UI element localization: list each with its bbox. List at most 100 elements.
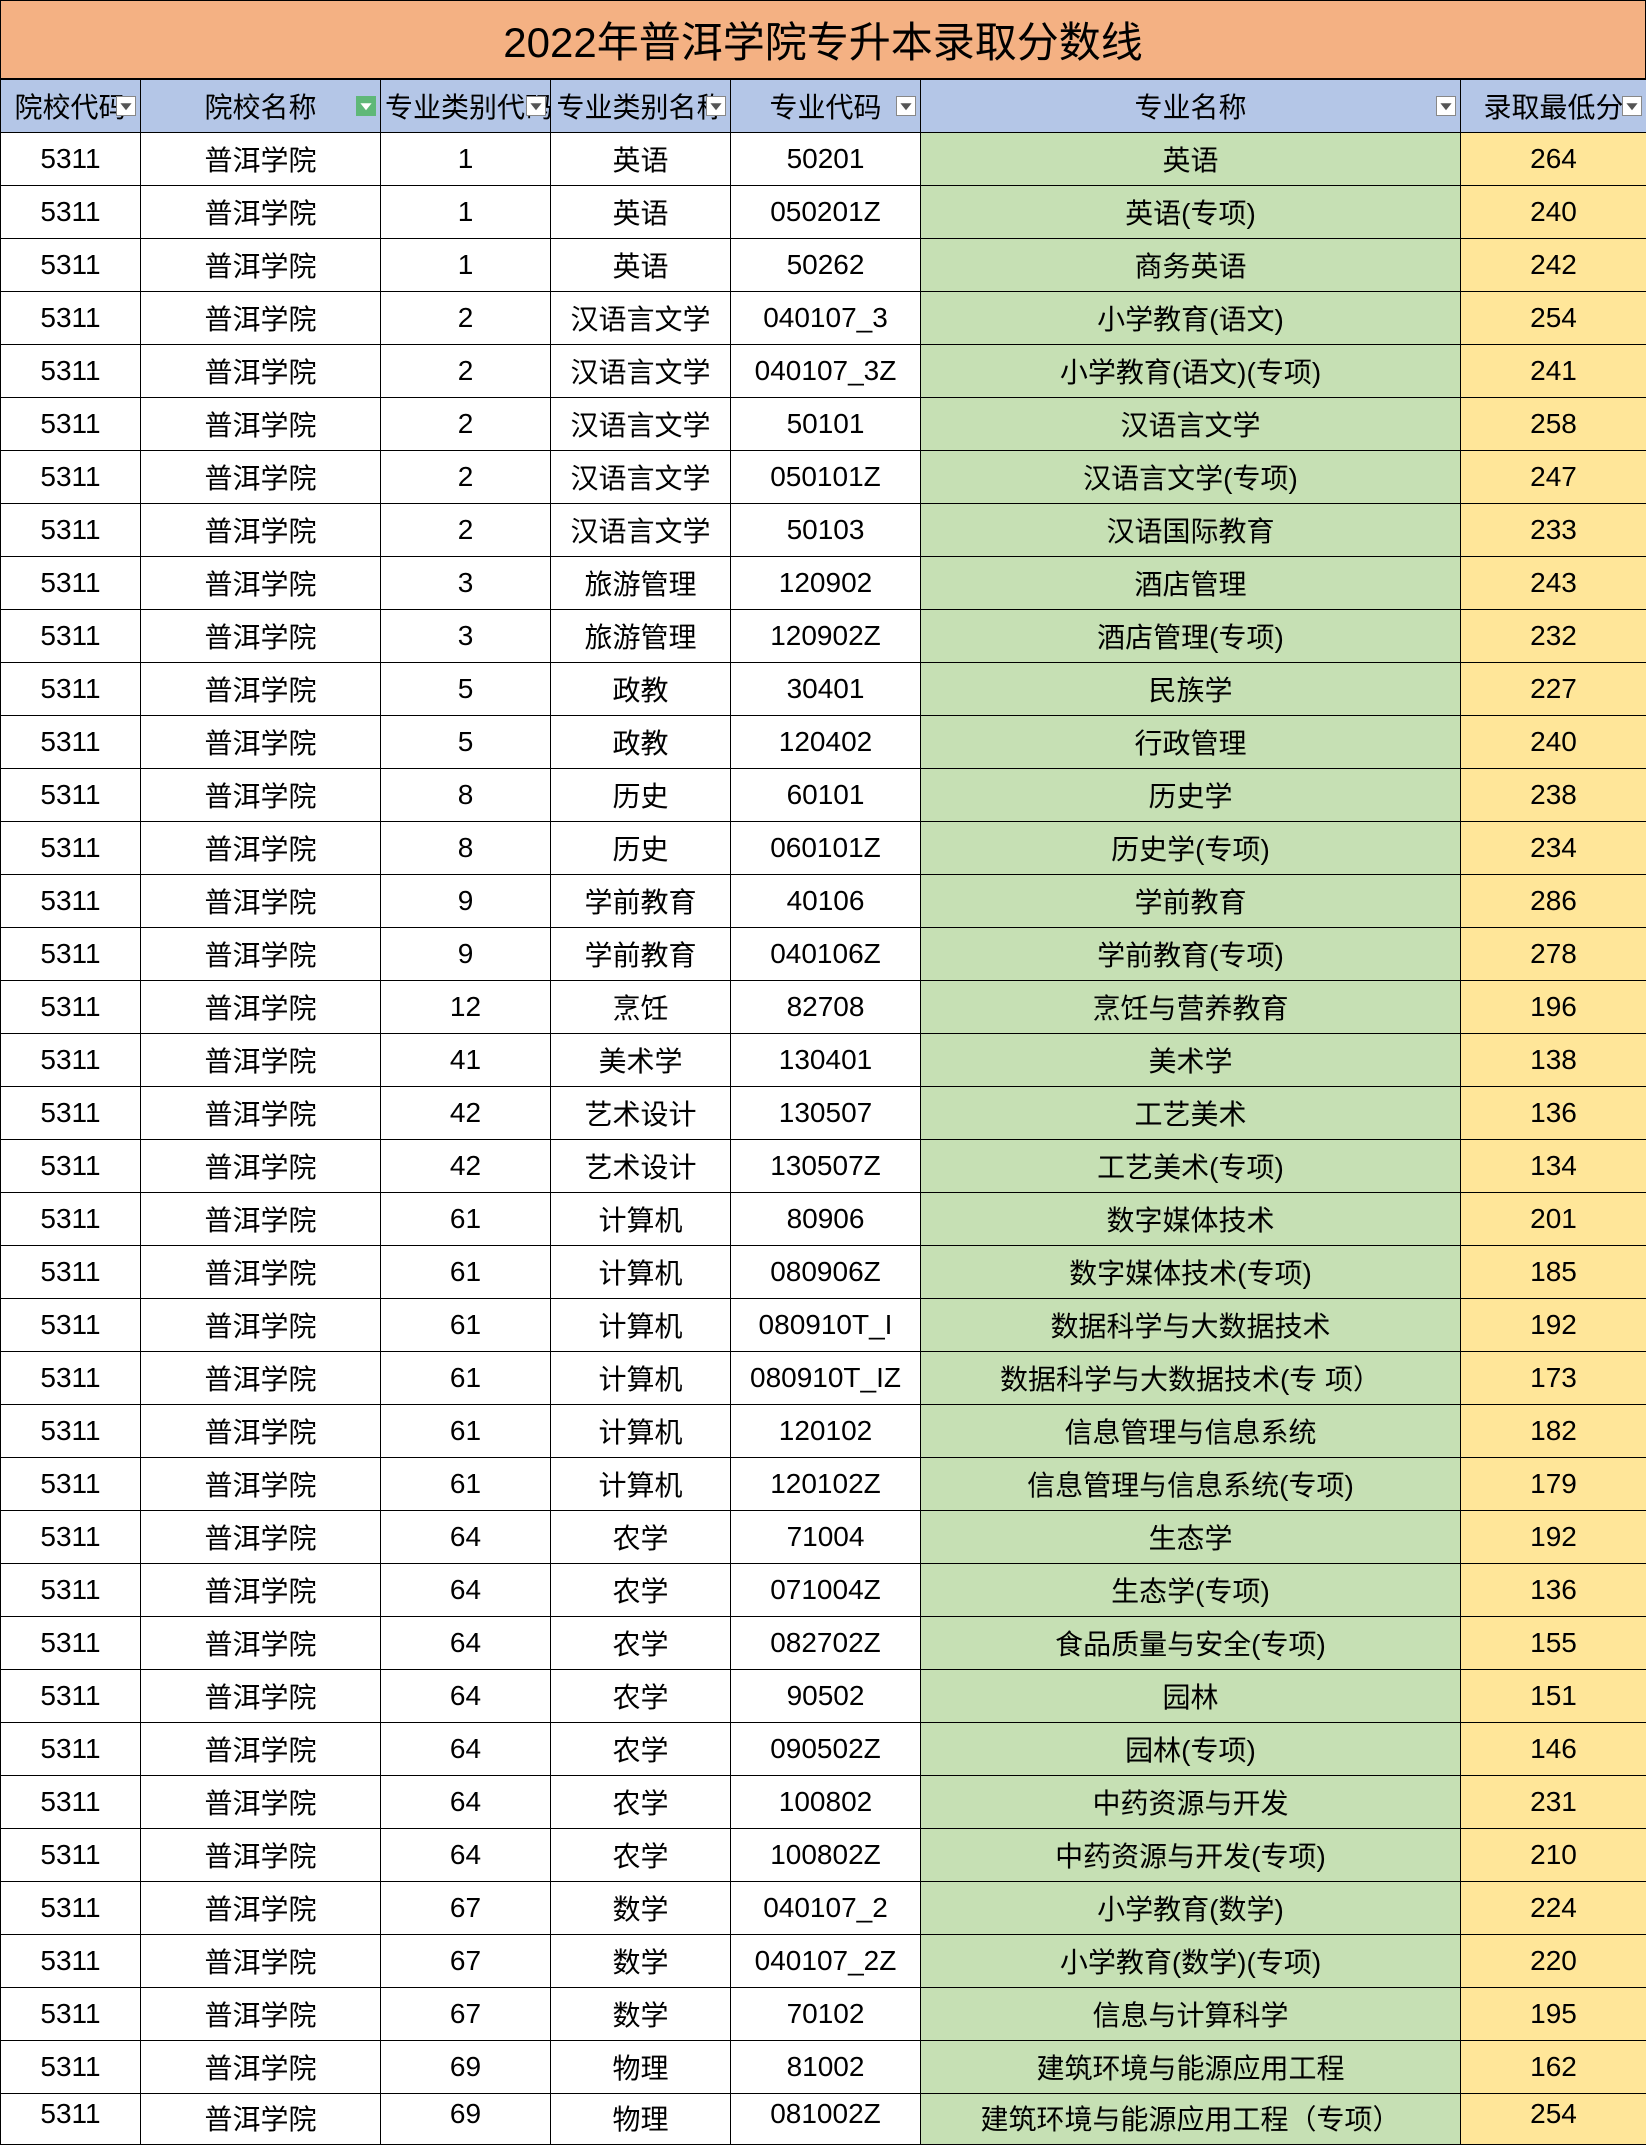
table-cell: 040107_3 (731, 292, 921, 345)
filter-icon[interactable] (1436, 96, 1456, 116)
table-cell: 5311 (1, 345, 141, 398)
filter-icon[interactable] (896, 96, 916, 116)
table-cell: 69 (381, 2094, 551, 2145)
table-cell: 英语 (551, 186, 731, 239)
table-cell: 物理 (551, 2094, 731, 2145)
table-cell: 3 (381, 610, 551, 663)
table-cell: 计算机 (551, 1246, 731, 1299)
table-cell: 普洱学院 (141, 557, 381, 610)
table-cell: 241 (1461, 345, 1646, 398)
table-cell: 67 (381, 1882, 551, 1935)
table-cell: 8 (381, 769, 551, 822)
table-row: 5311普洱学院1英语50201英语264 (1, 133, 1646, 186)
table-cell: 美术学 (551, 1034, 731, 1087)
table-cell: 120902Z (731, 610, 921, 663)
table-cell: 130507Z (731, 1140, 921, 1193)
table-cell: 普洱学院 (141, 875, 381, 928)
table-cell: 5311 (1, 1617, 141, 1670)
table-cell: 192 (1461, 1299, 1646, 1352)
column-header[interactable]: 录取最低分 (1461, 80, 1646, 133)
table-cell: 工艺美术 (921, 1087, 1461, 1140)
table-cell: 2 (381, 398, 551, 451)
table-row: 5311普洱学院67数学040107_2Z小学教育(数学)(专项)220 (1, 1935, 1646, 1988)
table-body: 5311普洱学院1英语50201英语2645311普洱学院1英语050201Z英… (1, 133, 1646, 2145)
table-cell: 134 (1461, 1140, 1646, 1193)
filter-icon[interactable] (1622, 96, 1642, 116)
table-cell: 5311 (1, 1299, 141, 1352)
column-header[interactable]: 专业类别代码 (381, 80, 551, 133)
table-cell: 70102 (731, 1988, 921, 2041)
filter-icon[interactable] (356, 96, 376, 116)
table-cell: 130401 (731, 1034, 921, 1087)
table-wrapper: 2022年普洱学院专升本录取分数线 院校代码院校名称专业类别代码专业类别名称专业… (0, 0, 1646, 2145)
column-header[interactable]: 专业代码 (731, 80, 921, 133)
table-cell: 050101Z (731, 451, 921, 504)
table-cell: 普洱学院 (141, 345, 381, 398)
table-cell: 农学 (551, 1723, 731, 1776)
table-cell: 5311 (1, 1776, 141, 1829)
table-row: 5311普洱学院42艺术设计130507工艺美术136 (1, 1087, 1646, 1140)
table-cell: 67 (381, 1935, 551, 1988)
table-cell: 普洱学院 (141, 1405, 381, 1458)
table-cell: 5311 (1, 239, 141, 292)
column-header[interactable]: 院校代码 (1, 80, 141, 133)
table-cell: 汉语言文学 (551, 504, 731, 557)
table-cell: 2 (381, 451, 551, 504)
table-cell: 64 (381, 1564, 551, 1617)
column-header[interactable]: 专业类别名称 (551, 80, 731, 133)
table-cell: 民族学 (921, 663, 1461, 716)
table-cell: 60101 (731, 769, 921, 822)
table-cell: 普洱学院 (141, 1511, 381, 1564)
table-cell: 普洱学院 (141, 716, 381, 769)
table-cell: 普洱学院 (141, 2041, 381, 2094)
table-cell: 普洱学院 (141, 981, 381, 1034)
table-row: 5311普洱学院1英语50262商务英语242 (1, 239, 1646, 292)
table-cell: 普洱学院 (141, 1140, 381, 1193)
table-cell: 数学 (551, 1988, 731, 2041)
table-cell: 农学 (551, 1829, 731, 1882)
table-cell: 学前教育(专项) (921, 928, 1461, 981)
column-header[interactable]: 院校名称 (141, 80, 381, 133)
table-cell: 224 (1461, 1882, 1646, 1935)
filter-icon[interactable] (706, 96, 726, 116)
table-cell: 信息管理与信息系统(专项) (921, 1458, 1461, 1511)
table-cell: 普洱学院 (141, 1723, 381, 1776)
table-cell: 学前教育 (551, 875, 731, 928)
table-cell: 5311 (1, 504, 141, 557)
table-cell: 建筑环境与能源应用工程 (921, 2041, 1461, 2094)
table-cell: 英语 (551, 133, 731, 186)
table-cell: 烹饪 (551, 981, 731, 1034)
filter-icon[interactable] (526, 96, 546, 116)
table-cell: 汉语言文学 (551, 398, 731, 451)
table-cell: 61 (381, 1352, 551, 1405)
table-cell: 130507 (731, 1087, 921, 1140)
table-cell: 农学 (551, 1670, 731, 1723)
filter-icon[interactable] (116, 96, 136, 116)
column-header[interactable]: 专业名称 (921, 80, 1461, 133)
table-row: 5311普洱学院64农学100802中药资源与开发231 (1, 1776, 1646, 1829)
table-cell: 50103 (731, 504, 921, 557)
table-cell: 2 (381, 345, 551, 398)
table-row: 5311普洱学院42艺术设计130507Z工艺美术(专项)134 (1, 1140, 1646, 1193)
table-cell: 美术学 (921, 1034, 1461, 1087)
table-cell: 5311 (1, 557, 141, 610)
table-row: 5311普洱学院2汉语言文学040107_3小学教育(语文)254 (1, 292, 1646, 345)
table-cell: 园林(专项) (921, 1723, 1461, 1776)
column-label: 院校名称 (204, 92, 316, 123)
table-cell: 071004Z (731, 1564, 921, 1617)
table-cell: 9 (381, 928, 551, 981)
table-cell: 64 (381, 1511, 551, 1564)
table-cell: 192 (1461, 1511, 1646, 1564)
table-cell: 64 (381, 1723, 551, 1776)
table-header: 院校代码 院校名称 专业类别代码专业类别名称专业代码专业名称录取最低分 (1, 80, 1646, 133)
table-cell: 278 (1461, 928, 1646, 981)
table-cell: 5311 (1, 1246, 141, 1299)
table-cell: 酒店管理 (921, 557, 1461, 610)
table-cell: 普洱学院 (141, 1617, 381, 1670)
table-cell: 040107_2 (731, 1882, 921, 1935)
table-cell: 中药资源与开发 (921, 1776, 1461, 1829)
table-cell: 040106Z (731, 928, 921, 981)
table-cell: 100802Z (731, 1829, 921, 1882)
table-cell: 食品质量与安全(专项) (921, 1617, 1461, 1670)
table-cell: 8 (381, 822, 551, 875)
